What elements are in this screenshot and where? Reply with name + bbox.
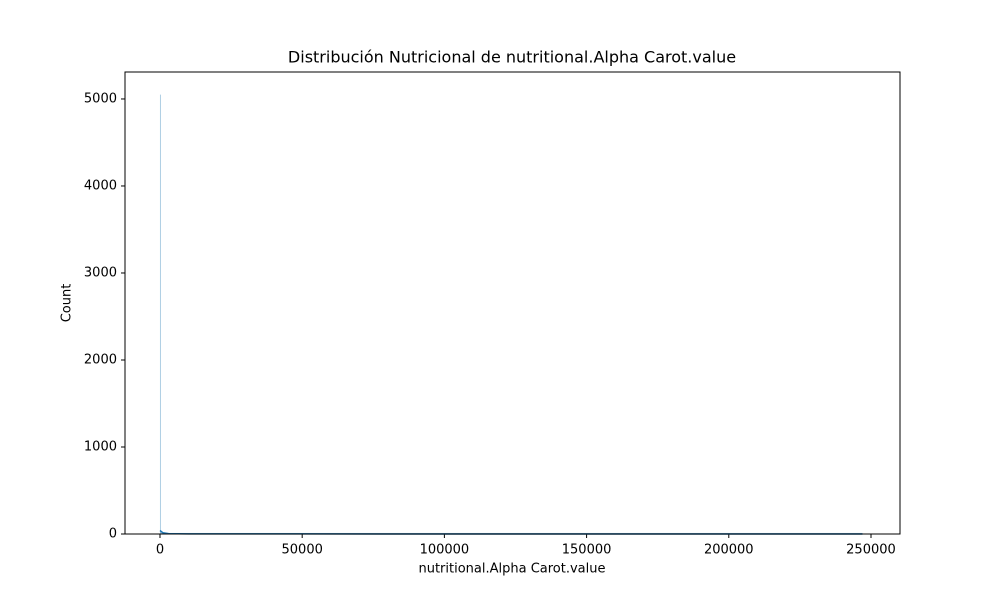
x-tick-label: 200000 [704, 543, 754, 558]
y-tick-label: 0 [109, 527, 117, 542]
x-tick-label: 100000 [420, 543, 470, 558]
x-tick-label: 50000 [282, 543, 323, 558]
x-axis-label: nutritional.Alpha Carot.value [418, 562, 605, 577]
bar [160, 531, 162, 534]
y-axis-label: Count [60, 284, 75, 323]
y-tick-label: 5000 [84, 91, 117, 106]
x-tick-label: 150000 [562, 543, 612, 558]
bar [159, 94, 161, 535]
y-tick-label: 1000 [84, 439, 117, 454]
plot-frame [124, 71, 901, 535]
kde-line [159, 529, 863, 535]
y-tick-label: 3000 [84, 265, 117, 280]
chart-title: Distribución Nutricional de nutritional.… [288, 48, 736, 67]
x-tick-label: 0 [156, 543, 164, 558]
y-tick-label: 2000 [84, 352, 117, 367]
y-tick-label: 4000 [84, 178, 117, 193]
x-tick-label: 250000 [846, 543, 896, 558]
